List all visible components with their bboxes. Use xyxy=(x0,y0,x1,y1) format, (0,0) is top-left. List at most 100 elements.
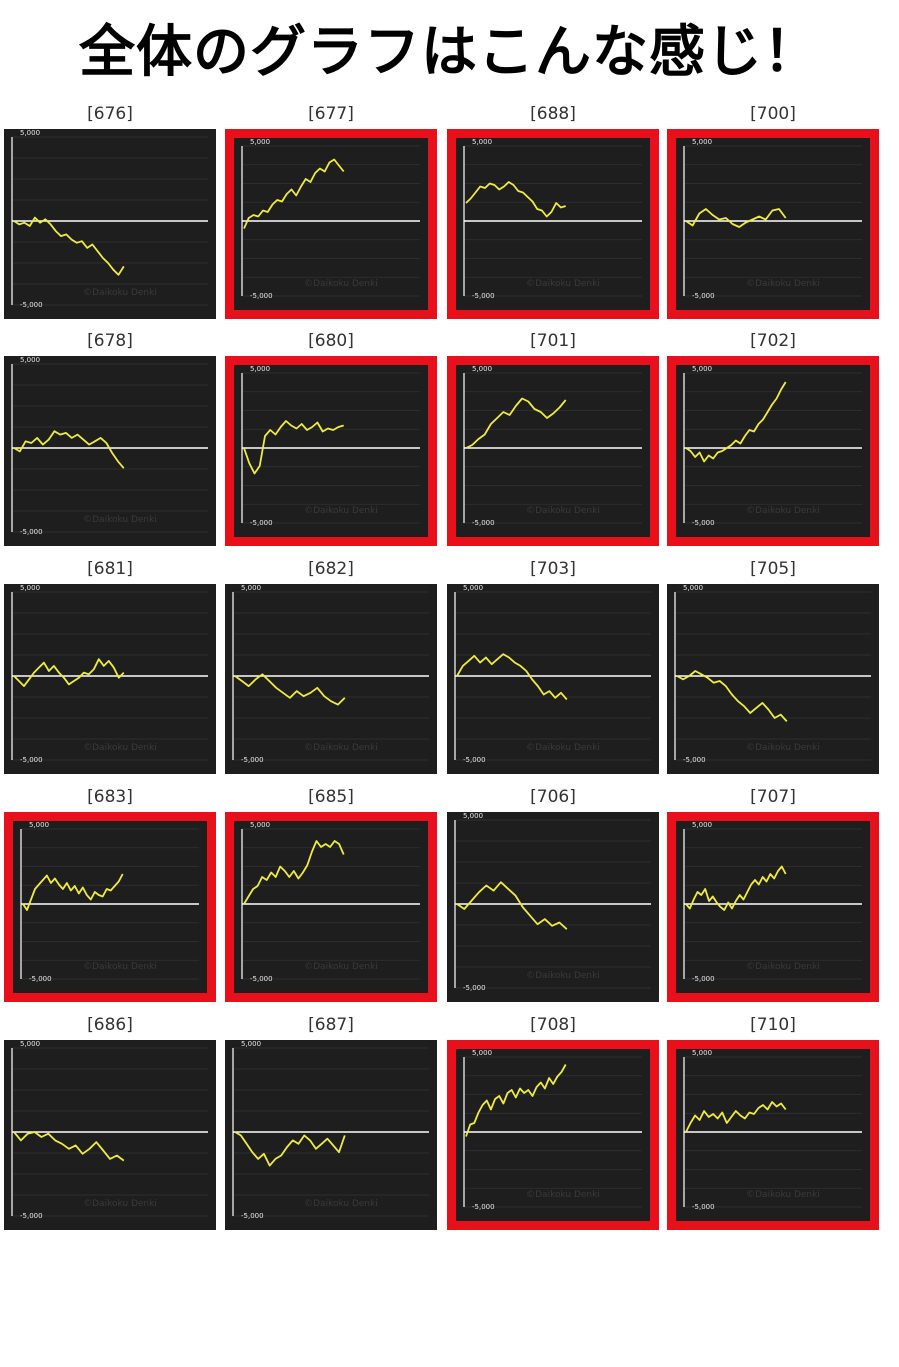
y-tick-label: -5,000 xyxy=(250,975,273,983)
line-chart: 5,000 -5,000 ©Daikoku Denki xyxy=(232,584,429,764)
chart-panel: [685] 5,000 -5,000 ©Daikoku Denki xyxy=(225,786,437,1008)
line-chart: 5,000 -5,000 ©Daikoku Denki xyxy=(463,1049,642,1211)
line-chart: 5,000 -5,000 ©Daikoku Denki xyxy=(11,129,208,309)
y-tick-label: 5,000 xyxy=(20,129,40,137)
chart-panel: [676] 5,000 -5,000 ©Daikoku Denki xyxy=(4,103,216,325)
chart-id-label: [687] xyxy=(308,1015,354,1035)
chart-panel: [707] 5,000 -5,000 ©Daikoku Denki xyxy=(667,786,879,1008)
series-line xyxy=(13,216,125,276)
watermark-label: ©Daikoku Denki xyxy=(526,971,600,981)
y-tick-label: 5,000 xyxy=(241,584,261,592)
watermark-label: ©Daikoku Denki xyxy=(304,279,378,289)
page-title: 全体のグラフはこんな感じ！ xyxy=(79,20,820,85)
watermark-label: ©Daikoku Denki xyxy=(304,506,378,516)
series-line xyxy=(685,208,787,228)
y-tick-label: 5,000 xyxy=(692,365,712,373)
line-chart: 5,000 -5,000 ©Daikoku Denki xyxy=(683,1049,862,1211)
line-chart: 5,000 -5,000 ©Daikoku Denki xyxy=(232,1040,429,1220)
watermark-label: ©Daikoku Denki xyxy=(83,743,157,753)
series-line xyxy=(13,658,125,687)
chart-id-label: [703] xyxy=(530,559,576,579)
watermark-label: ©Daikoku Denki xyxy=(746,962,820,972)
series-line xyxy=(234,673,346,706)
watermark-label: ©Daikoku Denki xyxy=(526,1190,600,1200)
highlighted-chart-frame: 5,000 -5,000 ©Daikoku Denki xyxy=(667,1040,879,1230)
chart-id-label: [676] xyxy=(87,104,133,124)
y-tick-label: -5,000 xyxy=(29,975,52,983)
series-line xyxy=(685,381,787,463)
y-tick-label: -5,000 xyxy=(250,519,273,527)
chart-id-label: [681] xyxy=(87,559,133,579)
chart-id-label: [680] xyxy=(308,331,354,351)
chart-id-label: [686] xyxy=(87,1015,133,1035)
chart-panel: [706] 5,000 -5,000 ©Daikoku Denki xyxy=(447,786,659,1008)
y-tick-label: 5,000 xyxy=(683,584,703,592)
y-tick-label: -5,000 xyxy=(20,301,43,309)
highlighted-chart-frame: 5,000 -5,000 ©Daikoku Denki xyxy=(447,129,659,319)
chart-panel: [687] 5,000 -5,000 ©Daikoku Denki xyxy=(225,1014,437,1236)
highlighted-chart-frame: 5,000 -5,000 ©Daikoku Denki xyxy=(225,129,437,319)
chart-frame: 5,000 -5,000 ©Daikoku Denki xyxy=(4,1040,216,1230)
y-tick-label: -5,000 xyxy=(250,292,273,300)
line-chart: 5,000 -5,000 ©Daikoku Denki xyxy=(20,821,199,983)
y-tick-label: -5,000 xyxy=(683,756,706,764)
highlighted-chart-frame: 5,000 -5,000 ©Daikoku Denki xyxy=(447,1040,659,1230)
chart-frame: 5,000 -5,000 ©Daikoku Denki xyxy=(225,584,437,774)
y-tick-label: -5,000 xyxy=(472,1203,495,1211)
y-tick-label: 5,000 xyxy=(29,821,49,829)
chart-id-label: [701] xyxy=(530,331,576,351)
highlighted-chart-frame: 5,000 -5,000 ©Daikoku Denki xyxy=(447,356,659,546)
line-chart: 5,000 -5,000 ©Daikoku Denki xyxy=(241,821,420,983)
y-tick-label: -5,000 xyxy=(20,528,43,536)
chart-id-label: [702] xyxy=(750,331,796,351)
y-tick-label: -5,000 xyxy=(692,1203,715,1211)
series-line xyxy=(22,873,124,911)
chart-panel: [680] 5,000 -5,000 ©Daikoku Denki xyxy=(225,330,437,552)
chart-id-label: [708] xyxy=(530,1015,576,1035)
line-chart: 5,000 -5,000 ©Daikoku Denki xyxy=(241,365,420,527)
highlighted-chart-frame: 5,000 -5,000 ©Daikoku Denki xyxy=(225,356,437,546)
watermark-label: ©Daikoku Denki xyxy=(746,279,820,289)
y-tick-label: -5,000 xyxy=(241,756,264,764)
series-line xyxy=(456,653,568,701)
chart-frame: 5,000 -5,000 ©Daikoku Denki xyxy=(447,812,659,1002)
chart-frame: 5,000 -5,000 ©Daikoku Denki xyxy=(225,1040,437,1230)
series-line xyxy=(456,881,568,930)
chart-frame: 5,000 -5,000 ©Daikoku Denki xyxy=(447,584,659,774)
chart-frame: 5,000 -5,000 ©Daikoku Denki xyxy=(667,584,879,774)
chart-panel: [686] 5,000 -5,000 ©Daikoku Denki xyxy=(4,1014,216,1236)
chart-id-label: [706] xyxy=(530,787,576,807)
y-tick-label: 5,000 xyxy=(472,365,492,373)
chart-frame: 5,000 -5,000 ©Daikoku Denki xyxy=(4,584,216,774)
y-tick-label: 5,000 xyxy=(250,138,270,146)
watermark-label: ©Daikoku Denki xyxy=(304,1199,378,1209)
chart-id-label: [682] xyxy=(308,559,354,579)
watermark-label: ©Daikoku Denki xyxy=(746,743,820,753)
chart-id-label: [677] xyxy=(308,104,354,124)
series-line xyxy=(243,840,345,905)
chart-panel: [700] 5,000 -5,000 ©Daikoku Denki xyxy=(667,103,879,325)
y-tick-label: -5,000 xyxy=(692,519,715,527)
watermark-label: ©Daikoku Denki xyxy=(746,1190,820,1200)
y-tick-label: 5,000 xyxy=(692,1049,712,1057)
line-chart: 5,000 -5,000 ©Daikoku Denki xyxy=(11,356,208,536)
watermark-label: ©Daikoku Denki xyxy=(526,506,600,516)
chart-panel: [688] 5,000 -5,000 ©Daikoku Denki xyxy=(447,103,659,325)
chart-id-label: [700] xyxy=(750,104,796,124)
series-line xyxy=(685,1101,787,1133)
y-tick-label: 5,000 xyxy=(20,584,40,592)
chart-panel: [681] 5,000 -5,000 ©Daikoku Denki xyxy=(4,558,216,780)
line-chart: 5,000 -5,000 ©Daikoku Denki xyxy=(674,584,871,764)
y-tick-label: 5,000 xyxy=(463,584,483,592)
chart-id-label: [683] xyxy=(87,787,133,807)
y-tick-label: 5,000 xyxy=(472,1049,492,1057)
line-chart: 5,000 -5,000 ©Daikoku Denki xyxy=(683,821,862,983)
watermark-label: ©Daikoku Denki xyxy=(83,515,157,525)
line-chart: 5,000 -5,000 ©Daikoku Denki xyxy=(241,138,420,300)
chart-panel: [705] 5,000 -5,000 ©Daikoku Denki xyxy=(667,558,879,780)
y-tick-label: 5,000 xyxy=(250,821,270,829)
chart-panel: [701] 5,000 -5,000 ©Daikoku Denki xyxy=(447,330,659,552)
y-tick-label: -5,000 xyxy=(20,756,43,764)
chart-frame: 5,000 -5,000 ©Daikoku Denki xyxy=(4,129,216,319)
chart-id-label: [678] xyxy=(87,331,133,351)
